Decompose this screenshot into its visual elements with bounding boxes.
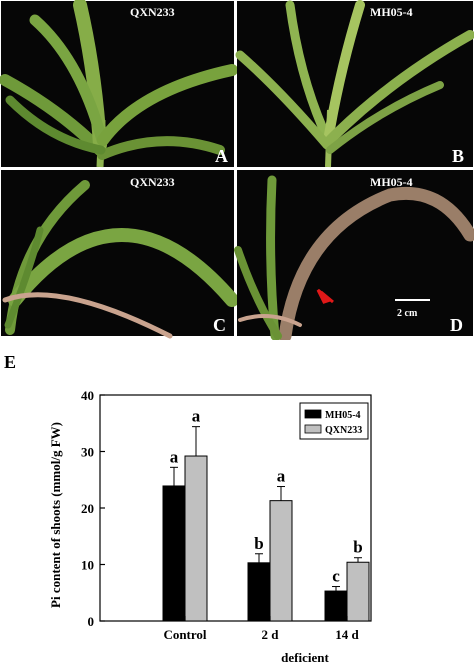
y-tick-label: 30 (81, 445, 94, 460)
panel-letter: E (4, 352, 16, 372)
significance-letter: c (332, 567, 340, 586)
pink-leaf (2, 292, 173, 339)
panel-letter: B (452, 146, 464, 166)
photo-grid: QXN233 A MH05-4 B QXN233 C 2 cm MH05-4 D (0, 0, 474, 340)
panel-label: MH05-4 (370, 5, 413, 19)
panel-label: QXN233 (130, 175, 175, 189)
panel-letter: C (213, 315, 226, 335)
leaf (29, 14, 108, 146)
bar (346, 561, 370, 622)
leaf (266, 175, 280, 340)
significance-letter: b (353, 538, 362, 557)
bar-chart: E Pi content of shoots (mmol/g FW) defic… (4, 352, 372, 665)
photo-panel-a: QXN233 A (0, 0, 238, 168)
red-arrow-icon (316, 288, 334, 304)
legend-label: MH05-4 (325, 410, 361, 421)
significance-letter: b (254, 534, 263, 553)
bar (184, 455, 208, 622)
y-tick-label: 40 (81, 388, 94, 403)
x-tick-label: 2 d (262, 627, 280, 642)
panel-letter: D (450, 315, 463, 335)
leaf (97, 136, 225, 160)
leaf (285, 0, 333, 145)
x-tick-label: Control (163, 627, 206, 642)
leaf (234, 246, 282, 340)
significance-letter: a (170, 447, 179, 466)
legend: MH05-4 QXN233 (299, 402, 369, 440)
y-tick-label: 10 (81, 558, 94, 573)
x-group-label: deficient (281, 650, 329, 665)
bar (324, 590, 348, 622)
bar (269, 500, 293, 622)
bar (247, 562, 271, 622)
pink-leaf (238, 314, 302, 327)
y-axis-label: Pi content of shoots (mmol/g FW) (48, 422, 63, 608)
panel-letter: A (215, 146, 228, 166)
panel-label: QXN233 (130, 5, 175, 19)
leaf (5, 95, 106, 155)
leaf (278, 186, 474, 340)
scale-bar-label: 2 cm (397, 308, 418, 319)
leaf (325, 30, 474, 145)
leaf (235, 50, 332, 150)
photo-panel-b: MH05-4 B (235, 0, 474, 168)
y-tick-label: 0 (88, 614, 95, 629)
leaf (4, 226, 44, 329)
photo-panel-c: QXN233 C (1, 170, 239, 339)
photo-panel-d: 2 cm MH05-4 D (234, 170, 474, 340)
leaf (8, 228, 239, 307)
leaf (0, 74, 106, 156)
y-tick-label: 20 (81, 501, 94, 516)
leaf (326, 81, 444, 154)
panel-label: MH05-4 (370, 175, 413, 189)
legend-label: QXN233 (325, 425, 362, 436)
legend-swatch (304, 409, 322, 419)
leaf (97, 64, 238, 146)
significance-letter: a (192, 407, 201, 426)
bar (162, 485, 186, 622)
leaf (324, 0, 365, 140)
x-tick-label: 14 d (335, 627, 359, 642)
legend-swatch (304, 424, 322, 434)
significance-letter: a (277, 467, 286, 486)
